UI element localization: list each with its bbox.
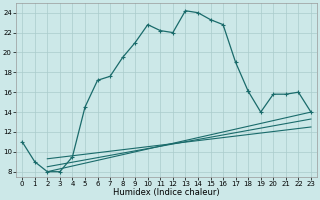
X-axis label: Humidex (Indice chaleur): Humidex (Indice chaleur) <box>113 188 220 197</box>
